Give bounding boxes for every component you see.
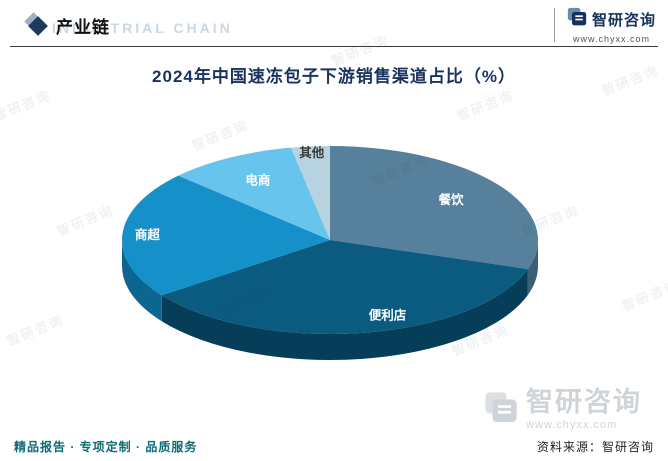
pie-label-2: 商超 [135, 227, 161, 242]
header-divider [10, 46, 658, 47]
footer-slogan: 精品报告 · 专项定制 · 品质服务 [14, 440, 198, 454]
pie-slice-side-1 [161, 269, 528, 360]
bottom-watermark-url: www.chyxx.com [526, 419, 618, 431]
bottom-watermark: 智研咨询 www.chyxx.com [484, 389, 642, 431]
pie-slice-2 [122, 175, 330, 296]
header: INDUSTRIAL CHAIN 产业链 智研咨询 www.chyxx.com [0, 0, 668, 47]
pie-slice-3 [178, 147, 330, 240]
zhiyan-logo-icon [567, 7, 587, 32]
pie-slice-side-2 [122, 240, 162, 322]
bottom-watermark-name: 智研咨询 [526, 387, 642, 417]
pie-slice-4 [291, 146, 330, 240]
chart-title: 2024年中国速冻包子下游销售渠道占比（%） [152, 67, 516, 86]
pie-label-4: 其他 [299, 145, 325, 160]
zhiyan-logo-icon-watermark [484, 391, 518, 430]
pie-label-0: 餐饮 [438, 192, 465, 207]
brand-url: www.chyxx.com [572, 33, 650, 44]
brand-block: 智研咨询 www.chyxx.com [553, 7, 656, 44]
pie-label-3: 电商 [245, 173, 270, 188]
header-watermark-text: INDUSTRIAL CHAIN [52, 20, 233, 36]
brand-name: 智研咨询 [591, 11, 656, 29]
data-source: 资料来源：智研咨询 [536, 440, 654, 454]
section-title: 产业链 [56, 18, 110, 37]
pie-slice-0 [330, 146, 538, 270]
pie-slice-side-0 [527, 240, 538, 296]
diamond-icon [24, 12, 48, 36]
pie-label-1: 便利店 [369, 308, 407, 323]
pie-slice-1 [161, 240, 528, 334]
